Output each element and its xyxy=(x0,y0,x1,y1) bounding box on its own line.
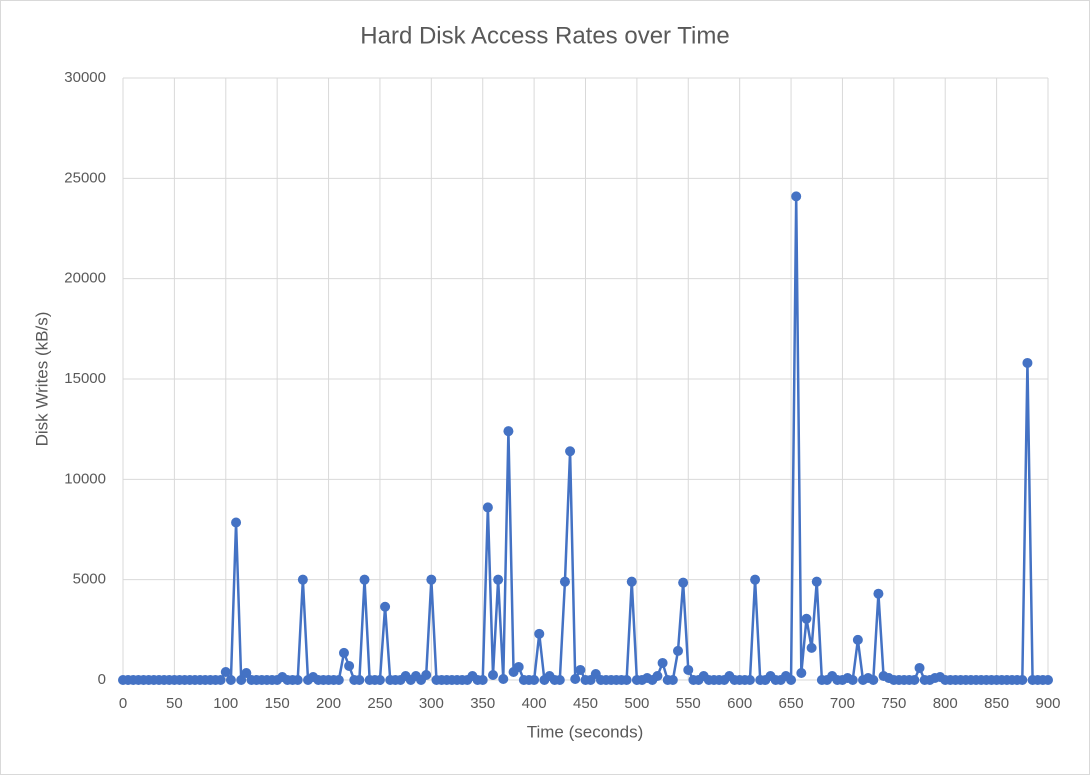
data-point xyxy=(292,675,303,685)
data-point xyxy=(225,675,236,685)
x-tick-label: 150 xyxy=(265,695,290,712)
data-point xyxy=(215,675,226,685)
y-tick-label: 20000 xyxy=(64,270,106,287)
x-tick-label: 350 xyxy=(470,695,495,712)
data-point xyxy=(354,675,365,685)
data-point xyxy=(909,675,920,685)
data-point xyxy=(750,574,761,585)
x-tick-label: 550 xyxy=(676,695,701,712)
x-tick-label: 650 xyxy=(779,695,804,712)
data-point xyxy=(570,673,581,684)
data-point xyxy=(477,675,488,685)
y-axis-title: Disk Writes (kB/s) xyxy=(32,312,51,447)
data-point xyxy=(359,574,370,585)
data-point xyxy=(231,517,242,528)
data-point xyxy=(421,669,432,680)
data-point xyxy=(426,574,437,585)
data-point xyxy=(488,669,498,680)
data-point xyxy=(873,588,884,599)
data-point xyxy=(534,628,545,639)
data-point xyxy=(621,675,632,685)
data-point xyxy=(529,675,540,685)
data-point xyxy=(806,642,817,653)
x-tick-label: 0 xyxy=(119,695,127,712)
data-point xyxy=(786,675,797,685)
x-tick-label: 450 xyxy=(573,695,598,712)
x-tick-label: 100 xyxy=(213,695,238,712)
x-tick-label: 200 xyxy=(316,695,341,712)
x-axis-title: Time (seconds) xyxy=(527,722,644,741)
y-tick-label: 15000 xyxy=(64,370,106,387)
y-tick-label: 30000 xyxy=(64,69,106,86)
data-point xyxy=(380,601,391,612)
data-point xyxy=(683,664,694,675)
data-point xyxy=(852,634,863,645)
data-point xyxy=(333,675,344,685)
data-point xyxy=(1017,675,1028,685)
data-point xyxy=(241,667,252,678)
x-tick-label: 500 xyxy=(624,695,649,712)
data-point xyxy=(796,667,807,678)
data-point xyxy=(297,574,308,585)
data-point xyxy=(236,675,247,685)
data-point xyxy=(667,675,678,685)
data-point xyxy=(513,661,524,672)
data-point xyxy=(847,675,858,685)
data-point xyxy=(498,673,509,684)
x-tick-label: 850 xyxy=(984,695,1009,712)
data-point xyxy=(338,647,349,658)
data-point xyxy=(554,675,565,685)
data-point xyxy=(652,670,663,681)
data-point xyxy=(801,613,812,624)
data-point xyxy=(565,446,576,457)
data-point xyxy=(1043,675,1053,685)
x-tick-label: 800 xyxy=(933,695,958,712)
data-point xyxy=(744,675,755,685)
x-tick-label: 900 xyxy=(1035,695,1060,712)
data-point xyxy=(678,577,689,588)
data-point xyxy=(482,502,493,513)
data-point xyxy=(673,645,683,656)
data-point xyxy=(575,664,586,675)
data-point xyxy=(626,576,637,587)
y-tick-label: 25000 xyxy=(64,169,106,186)
data-point xyxy=(220,666,231,677)
data-point xyxy=(868,675,879,685)
x-tick-label: 50 xyxy=(166,695,183,712)
data-point xyxy=(374,675,385,685)
x-tick-label: 400 xyxy=(522,695,547,712)
data-point xyxy=(344,660,355,671)
x-tick-label: 250 xyxy=(367,695,392,712)
x-tick-label: 700 xyxy=(830,695,855,712)
data-point xyxy=(914,662,925,673)
y-tick-label: 10000 xyxy=(64,470,106,487)
chart-title: Hard Disk Access Rates over Time xyxy=(360,22,729,49)
data-point xyxy=(811,576,822,587)
data-point xyxy=(493,574,504,585)
x-tick-label: 300 xyxy=(419,695,444,712)
x-tick-label: 750 xyxy=(881,695,906,712)
y-tick-label: 5000 xyxy=(73,571,106,588)
x-tick-label: 600 xyxy=(727,695,752,712)
data-point xyxy=(791,191,802,202)
y-tick-label: 0 xyxy=(98,671,106,688)
data-point xyxy=(1022,357,1033,368)
data-point xyxy=(559,576,570,587)
data-point xyxy=(503,426,514,437)
data-point xyxy=(657,657,668,668)
